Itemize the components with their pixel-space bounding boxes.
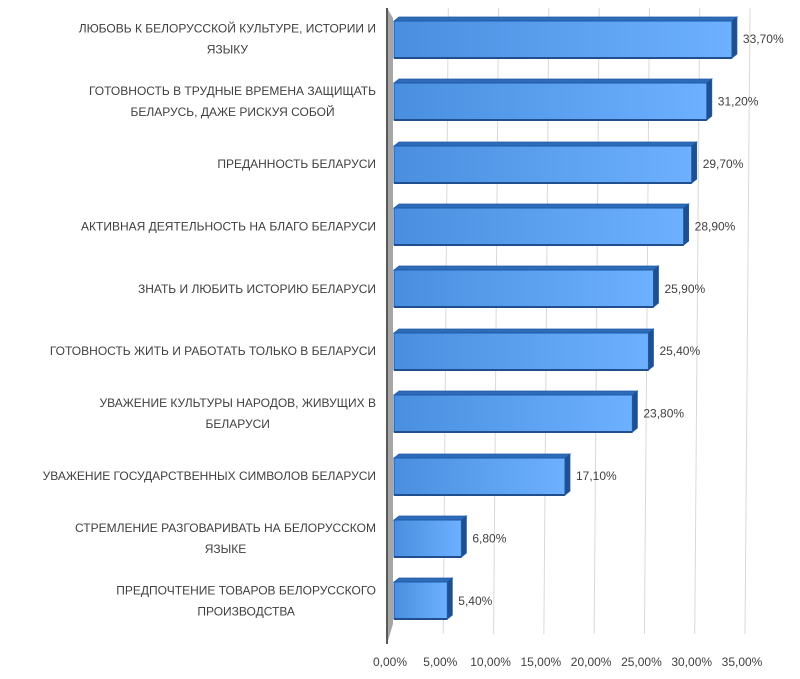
value-label: 6,80% — [472, 531, 506, 545]
bar-top — [392, 390, 639, 396]
gridline — [744, 7, 751, 635]
bar — [392, 390, 639, 433]
category-label: ПРОИЗВОДСТВА — [197, 604, 295, 618]
value-label: 17,10% — [576, 469, 617, 483]
x-tick-label: 20,00% — [571, 655, 612, 669]
category-label: БЕЛАРУСЬ, ДАЖЕ РИСКУЯ СОБОЙ — [131, 104, 335, 119]
bar-front — [393, 269, 654, 308]
x-tick-label: 10,00% — [470, 655, 511, 669]
category-axis — [386, 8, 393, 644]
category-labels: ЛЮБОВЬ К БЕЛОРУССКОЙ КУЛЬТУРЕ, ИСТОРИИ И… — [43, 21, 377, 619]
category-label: ЯЗЫКЕ — [205, 542, 247, 556]
value-label: 25,90% — [664, 282, 705, 296]
bar — [392, 328, 655, 371]
bars — [392, 16, 739, 620]
value-label: 29,70% — [703, 157, 744, 171]
x-tick-label: 15,00% — [521, 655, 562, 669]
bar-front — [393, 82, 708, 121]
category-label: УВАЖЕНИЕ КУЛЬТУРЫ НАРОДОВ, ЖИВУЩИХ В — [99, 396, 376, 410]
axis-wall — [387, 8, 393, 644]
category-label: УВАЖЕНИЕ ГОСУДАРСТВЕННЫХ СИМВОЛОВ БЕЛАРУ… — [43, 469, 376, 483]
bar-top — [392, 453, 572, 459]
category-label: СТРЕМЛЕНИЕ РАЗГОВАРИВАТЬ НА БЕЛОРУССКОМ — [75, 521, 376, 535]
bar — [392, 453, 572, 496]
x-tick-label: 5,00% — [423, 655, 457, 669]
bar-front — [393, 332, 649, 371]
category-label: ЯЗЫКУ — [207, 43, 249, 57]
bar-side — [564, 453, 571, 496]
bar — [392, 141, 698, 184]
bar-top — [392, 141, 698, 147]
bar-top — [392, 515, 468, 521]
bar-side — [460, 515, 467, 558]
bar-side — [731, 16, 738, 59]
bar-side — [648, 328, 654, 371]
bar-top — [392, 577, 454, 583]
value-label: 23,80% — [643, 407, 684, 421]
category-label: ЗНАТЬ И ЛЮБИТЬ ИСТОРИЮ БЕЛАРУСИ — [138, 282, 376, 296]
bar — [392, 265, 660, 308]
bar-top — [392, 328, 655, 334]
bar-top — [392, 78, 713, 84]
value-label: 25,40% — [659, 344, 700, 358]
value-label: 5,40% — [458, 594, 492, 608]
x-tick-label: 35,00% — [722, 655, 763, 669]
bar-front — [393, 207, 685, 246]
category-label: ЛЮБОВЬ К БЕЛОРУССКОЙ КУЛЬТУРЕ, ИСТОРИИ И — [79, 21, 376, 36]
bar — [392, 203, 690, 246]
bar — [392, 515, 468, 558]
bar-front — [393, 519, 462, 558]
bar-front — [393, 145, 693, 184]
bar-side — [631, 390, 638, 433]
category-label: АКТИВНАЯ ДЕЯТЕЛЬНОСТЬ НА БЛАГО БЕЛАРУСИ — [81, 219, 376, 233]
bar-front — [393, 20, 733, 59]
category-label: ПРЕДПОЧТЕНИЕ ТОВАРОВ БЕЛОРУССКОГО — [116, 583, 376, 597]
value-labels: 33,70% 31,20% 29,70% 28,90% 25,90% 25,40% 23,8… — [458, 32, 784, 608]
bar-top — [392, 203, 690, 209]
value-label: 31,20% — [718, 95, 759, 109]
x-axis-tick-labels: 0,00% 5,00% 10,00% 15,00% 20,00% 25,00% 30,00%… — [373, 655, 763, 669]
bar-side — [683, 203, 690, 246]
x-tick-label: 25,00% — [621, 655, 662, 669]
x-tick-label: 0,00% — [373, 655, 407, 669]
bar — [392, 78, 713, 121]
bar-side — [706, 78, 713, 121]
bar-side — [691, 141, 698, 184]
bar-front — [393, 457, 566, 496]
bar-top — [392, 265, 660, 271]
bar-front — [393, 581, 448, 620]
x-tick-label: 30,00% — [671, 655, 712, 669]
bar-front — [393, 394, 633, 433]
value-label: 28,90% — [695, 219, 736, 233]
bar — [392, 16, 739, 59]
category-label: ГОТОВНОСТЬ В ТРУДНЫЕ ВРЕМЕНА ЗАЩИЩАТЬ — [89, 84, 376, 98]
category-label: ПРЕДАННОСТЬ БЕЛАРУСИ — [217, 157, 376, 171]
bar-side — [653, 265, 659, 308]
category-label: ГОТОВНОСТЬ ЖИТЬ И РАБОТАТЬ ТОЛЬКО В БЕЛА… — [50, 344, 376, 358]
category-label: БЕЛАРУСИ — [206, 417, 270, 431]
bar — [392, 577, 454, 620]
bar-side — [446, 577, 453, 620]
value-label: 33,70% — [743, 32, 784, 46]
bar-top — [392, 16, 739, 22]
